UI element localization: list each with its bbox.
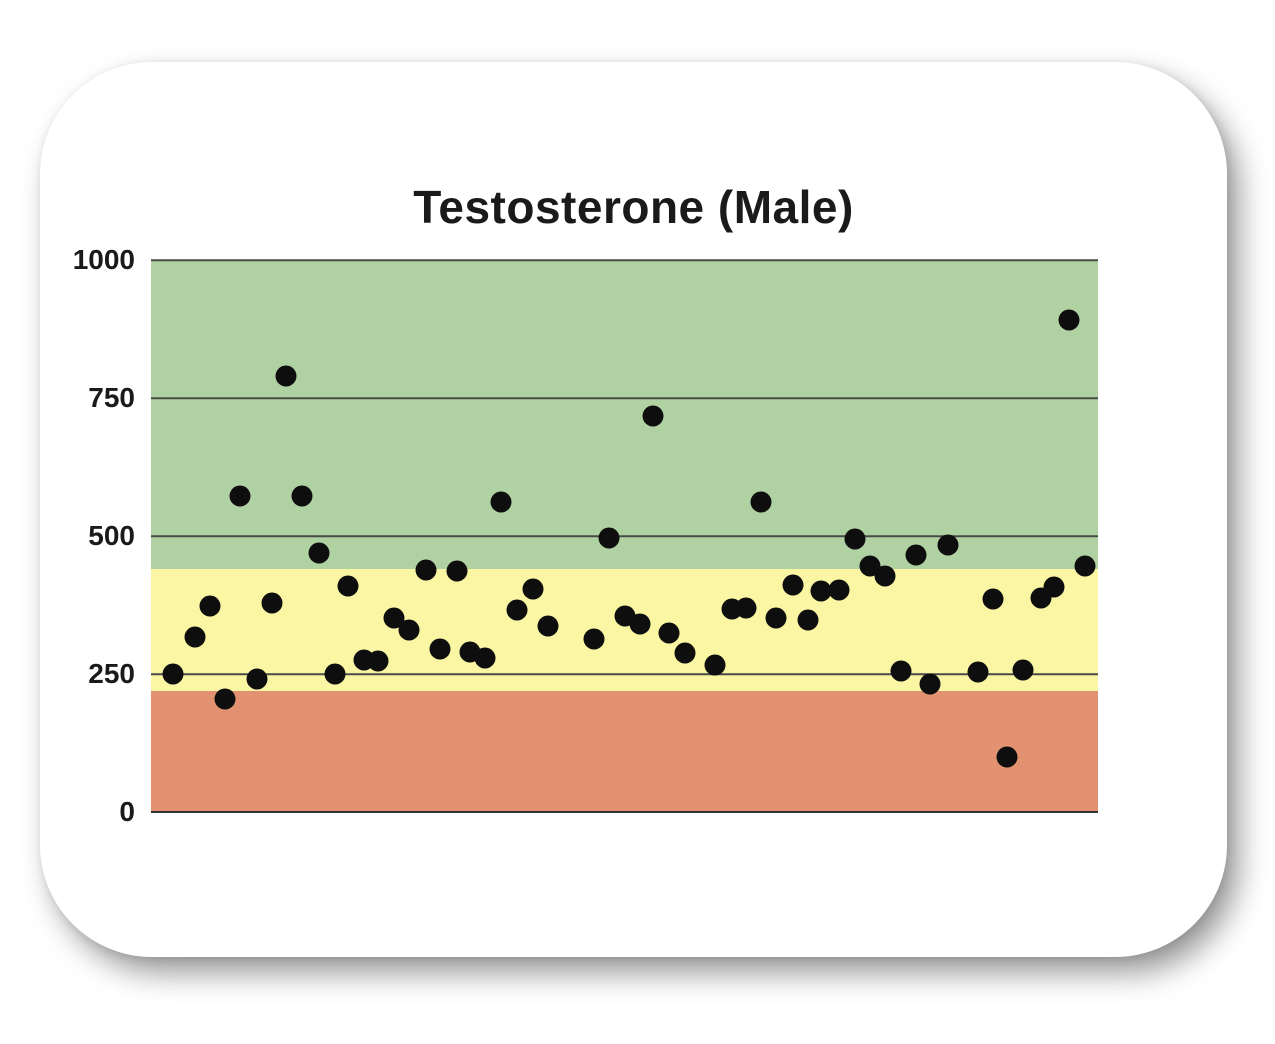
data-point [765,607,787,629]
data-point [229,485,251,507]
data-point [967,661,989,683]
data-point [797,609,819,631]
band-yellow [151,569,1098,691]
data-point [261,592,283,614]
data-point [1012,659,1034,681]
data-point [506,599,528,621]
gridline-750 [151,397,1098,399]
data-point [844,528,866,550]
data-point [1058,309,1080,331]
gridline-250 [151,673,1098,675]
data-point [214,688,236,710]
data-point [658,622,680,644]
data-point [629,613,651,635]
chart-card: Testosterone (Male) 0 250 500 750 1000 [40,62,1227,957]
data-point [246,668,268,690]
x-axis-line [151,811,1098,813]
data-point [522,578,544,600]
band-green [151,260,1098,570]
data-point [446,560,468,582]
gridline-500 [151,535,1098,537]
data-point [919,673,941,695]
data-point [890,660,912,682]
data-point [537,615,559,637]
data-point [415,559,437,581]
data-point [982,588,1004,610]
data-point [1043,576,1065,598]
plot-area: 0 250 500 750 1000 [73,244,1098,827]
data-point [429,638,451,660]
data-point [782,574,804,596]
y-tick-label-750: 750 [88,382,135,413]
data-point [490,491,512,513]
y-tick-label-500: 500 [88,520,135,551]
data-point [275,365,297,387]
data-point [337,575,359,597]
data-point [874,565,896,587]
gridline-1000 [151,259,1098,261]
data-point [735,597,757,619]
y-tick-label-1000: 1000 [72,244,135,275]
data-point [583,628,605,650]
data-point [398,619,420,641]
data-point [750,491,772,513]
data-point [184,626,206,648]
data-point [674,642,696,664]
data-point [905,544,927,566]
data-point [828,579,850,601]
data-point [162,663,184,685]
y-tick-label-0: 0 [119,796,135,827]
band-red [151,690,1098,812]
chart-title: Testosterone (Male) [413,181,854,233]
data-point [474,647,496,669]
data-point [996,746,1018,768]
data-point [598,527,620,549]
y-tick-label-250: 250 [88,658,135,689]
data-point [810,580,832,602]
data-point [367,650,389,672]
data-point [199,595,221,617]
data-point [937,534,959,556]
data-point [642,405,664,427]
data-point [291,485,313,507]
data-point [1074,555,1096,577]
data-point [704,654,726,676]
data-point [324,663,346,685]
data-point [308,542,330,564]
